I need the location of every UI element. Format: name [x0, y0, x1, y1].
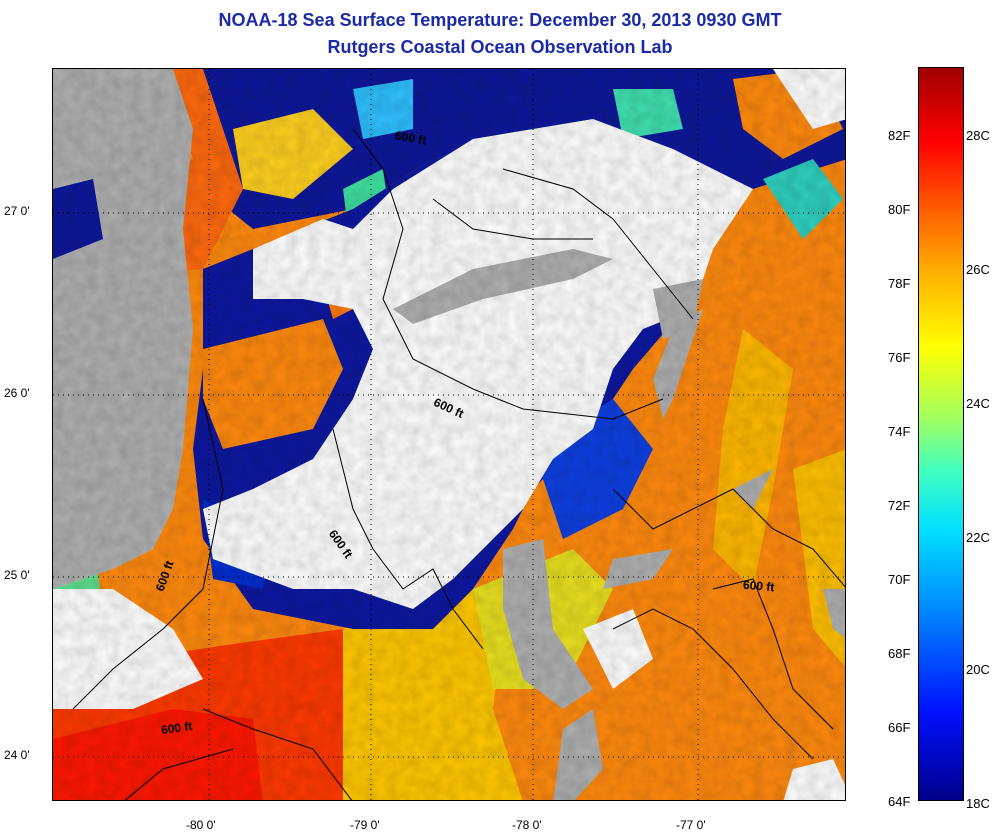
cloud-mask: [203, 119, 753, 609]
colorbar-f-label: 68F: [888, 646, 911, 661]
colorbar-c-label: 24C: [966, 396, 990, 411]
colorbar-f-label: 78F: [888, 276, 911, 291]
depth-contours: [72, 128, 845, 800]
colorbar-c-label: 26C: [966, 262, 990, 277]
colorbar-f-label: 82F: [888, 128, 911, 143]
colorbar-f-label: 76F: [888, 350, 911, 365]
lon-label: -79 0': [350, 818, 380, 832]
lon-label: -77 0': [676, 818, 706, 832]
lon-label: -78 0': [512, 818, 542, 832]
sst-map: 600 ft 600 ft 600 ft 600 ft 600 ft 600 f…: [52, 68, 846, 801]
sst-map-image: [53, 69, 845, 800]
lat-label: 27 0': [4, 204, 30, 218]
colorbar-f-label: 64F: [888, 794, 911, 809]
colorbar-c-label: 22C: [966, 530, 990, 545]
lat-label: 24 0': [4, 748, 30, 762]
colorbar-f-label: 74F: [888, 424, 911, 439]
colorbar-f-label: 72F: [888, 498, 911, 513]
lat-label: 26 0': [4, 386, 30, 400]
lat-label: 25 0': [4, 568, 30, 582]
graticule: [53, 69, 845, 800]
colorbar-c-label: 28C: [966, 128, 990, 143]
colorbar-f-label: 70F: [888, 572, 911, 587]
island-shape: [503, 539, 593, 709]
colorbar-c-label: 20C: [966, 662, 990, 677]
colorbar-f-label: 80F: [888, 202, 911, 217]
colorbar-c-label: 18C: [966, 796, 990, 811]
lon-label: -80 0': [186, 818, 216, 832]
florida-land: [53, 69, 193, 589]
temperature-colorbar: [918, 67, 964, 801]
colorbar-f-label: 66F: [888, 720, 911, 735]
map-subtitle: Rutgers Coastal Ocean Observation Lab: [327, 37, 673, 57]
contour-label: 600 ft: [742, 577, 775, 595]
island-shape: [393, 249, 613, 324]
map-title: NOAA-18 Sea Surface Temperature: Decembe…: [218, 10, 782, 30]
